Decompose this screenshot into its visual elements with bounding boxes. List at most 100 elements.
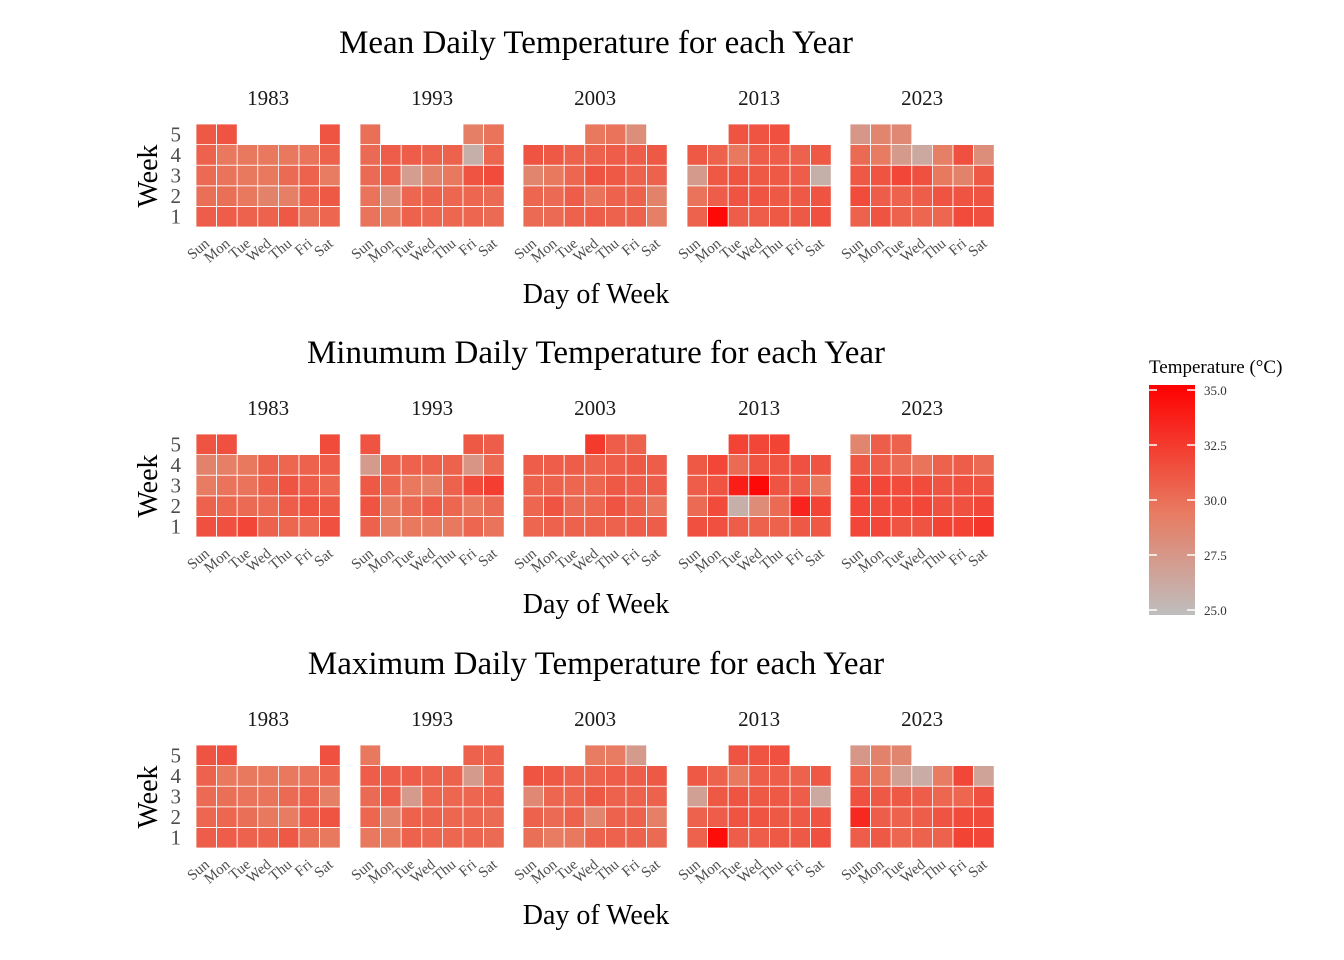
heatmap-cell — [646, 495, 668, 517]
heatmap-cell — [911, 474, 933, 497]
heatmap-cell — [216, 785, 238, 808]
heatmap-cell — [686, 806, 709, 828]
heatmap-cell — [584, 827, 606, 849]
heatmap-cell — [769, 785, 791, 808]
heatmap-cell — [810, 785, 832, 808]
heatmap-cell — [605, 516, 627, 538]
heatmap-cell — [359, 516, 382, 538]
heatmap-cell — [277, 765, 300, 787]
heatmap-cell — [277, 495, 300, 517]
heatmap-cell — [727, 495, 750, 517]
x-tick-label: Sat — [966, 856, 992, 881]
heatmap-cell — [911, 495, 933, 517]
heatmap-cell — [421, 144, 443, 166]
panel-strip-label: 1993 — [411, 707, 453, 731]
heatmap-cell — [195, 765, 218, 787]
heatmap-cell — [769, 454, 791, 476]
heatmap-cell — [216, 123, 238, 146]
heatmap-cell — [216, 454, 238, 476]
heatmap-cell — [543, 205, 565, 228]
x-tick-label: Thu — [593, 545, 622, 573]
heatmap-cell — [483, 744, 505, 767]
heatmap-cell — [849, 495, 872, 517]
heatmap-cell — [707, 827, 729, 849]
heatmap-cell — [727, 164, 750, 187]
y-tick-label: 5 — [171, 122, 182, 146]
heatmap-cell — [605, 123, 627, 146]
heatmap-cell — [870, 454, 892, 476]
heatmap-cell — [789, 806, 812, 828]
heatmap-cell — [849, 785, 872, 808]
heatmap-cell — [400, 185, 423, 207]
panel-strip-label: 2023 — [901, 86, 943, 110]
heatmap-cell — [236, 164, 259, 187]
heatmap-cell — [584, 765, 606, 787]
heatmap-cell — [973, 185, 995, 207]
heatmap-cell — [462, 744, 485, 767]
heatmap-cell — [421, 474, 443, 497]
x-tick-label: Sat — [476, 235, 502, 260]
heatmap-cell — [584, 205, 606, 228]
heatmap-cell — [421, 827, 443, 849]
heatmap-cell — [359, 164, 382, 187]
heatmap-cell — [319, 433, 341, 456]
heatmap-cell — [625, 785, 648, 808]
heatmap-cell — [522, 495, 545, 517]
heatmap-cell — [748, 744, 770, 767]
heatmap-cell — [483, 454, 505, 476]
heatmap-cell — [870, 827, 892, 849]
heatmap-cell — [441, 454, 464, 476]
heatmap-cell — [216, 185, 238, 207]
heatmap-cell — [483, 785, 505, 808]
heatmap-cell — [195, 454, 218, 476]
heatmap-cell — [195, 827, 218, 849]
heatmap-cell — [257, 495, 279, 517]
heatmap-cell — [195, 433, 218, 456]
heatmap-cell — [686, 827, 709, 849]
heatmap-cell — [707, 495, 729, 517]
heatmap-cell — [441, 785, 464, 808]
heatmap-cell — [748, 806, 770, 828]
heatmap-cell — [890, 185, 913, 207]
heatmap-cell — [277, 164, 300, 187]
y-tick-label: 4 — [171, 453, 182, 477]
heatmap-cell — [195, 495, 218, 517]
heatmap-cell — [849, 123, 872, 146]
heatmap-cell — [359, 205, 382, 228]
heatmap-cell — [890, 164, 913, 187]
legend-tick-label: 35.0 — [1204, 383, 1227, 398]
heatmap-cell — [748, 185, 770, 207]
heatmap-cell — [952, 164, 975, 187]
heatmap-cell — [686, 495, 709, 517]
heatmap-cell — [686, 454, 709, 476]
heatmap-cell — [584, 433, 606, 456]
heatmap-cell — [216, 205, 238, 228]
heatmap-cell — [380, 474, 402, 497]
heatmap-cell — [380, 185, 402, 207]
heatmap-cell — [400, 495, 423, 517]
heatmap-cell — [952, 785, 975, 808]
heatmap-cell — [584, 785, 606, 808]
panel-strip-label: 2003 — [574, 396, 616, 420]
heatmap-cell — [890, 806, 913, 828]
heatmap-cell — [789, 185, 812, 207]
y-tick-label: 1 — [171, 205, 182, 229]
heatmap-cell — [727, 454, 750, 476]
panel-strip-label: 2013 — [738, 707, 780, 731]
heatmap-cell — [810, 185, 832, 207]
heatmap-cell — [543, 516, 565, 538]
heatmap-cell — [932, 454, 954, 476]
heatmap-cell — [727, 827, 750, 849]
panel-strip-label: 2003 — [574, 86, 616, 110]
heatmap-cell — [727, 765, 750, 787]
heatmap-cell — [236, 806, 259, 828]
heatmap-cell — [380, 827, 402, 849]
heatmap-cell — [646, 454, 668, 476]
heatmap-cell — [849, 827, 872, 849]
heatmap-cell — [257, 785, 279, 808]
heatmap-cell — [707, 765, 729, 787]
